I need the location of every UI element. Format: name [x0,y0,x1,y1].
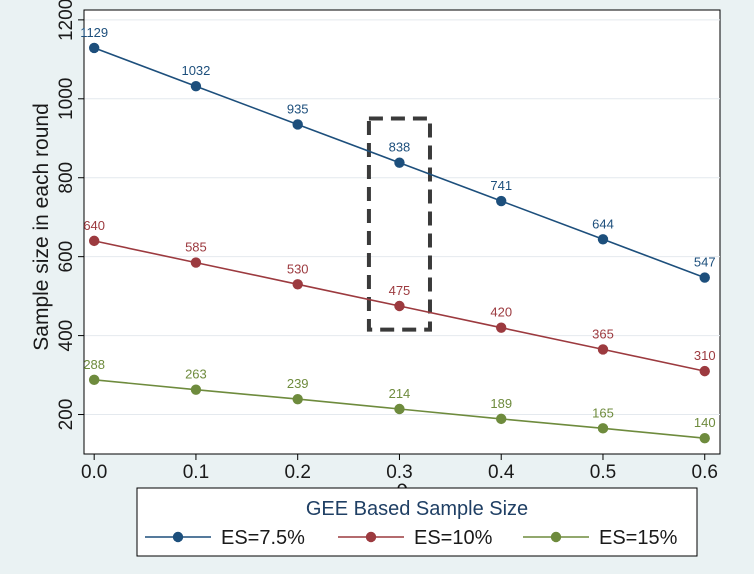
data-point [496,195,507,207]
data-label: 165 [592,405,614,420]
x-tick-label: 0.3 [386,462,412,483]
y-tick-label: 1000 [56,78,77,120]
y-tick-label: 200 [56,399,77,431]
data-label: 935 [287,101,309,116]
y-axis-title: Sample size in each round [30,103,53,350]
data-point [394,157,405,168]
data-label: 420 [490,305,512,320]
legend-entry: ES=10% [338,527,493,549]
y-tick-label: 800 [56,162,77,194]
data-label: 1032 [181,63,210,78]
highlight-box [366,116,432,332]
legend-title: GEE Based Sample Size [306,498,528,520]
axes [83,10,720,455]
data-point [394,300,405,312]
data-label: 838 [389,140,411,155]
y-tick-label: 1200 [56,0,77,41]
data-point [699,272,710,283]
data-label: 640 [83,218,105,233]
data-label: 475 [389,283,411,298]
x-tick-label: 0.6 [692,462,718,483]
data-label: 239 [287,376,309,391]
x-tick-label: 0.1 [183,462,209,483]
legend-label: ES=10% [414,527,493,549]
y-tick-label: 400 [56,320,77,352]
legend-label: ES=15% [599,527,678,549]
data-label: 585 [185,240,207,255]
data-point [88,235,100,247]
legend-label: ES=7.5% [221,527,305,549]
y-axis-ticks: 200 400 600 800 1000 1200 [56,0,84,430]
data-label: 644 [592,216,614,231]
legend-marker [550,531,562,543]
data-point [597,234,609,245]
grid-lines [84,19,720,416]
data-point [496,413,507,425]
series-3: 288 263 239 214 189 165 140 [83,357,716,444]
legend-marker [365,531,377,543]
data-label: 530 [287,261,309,276]
data-label: 741 [490,178,512,193]
series-group: 1129 1032 935 838 741 644 547 640 585 530 475 420 36… [80,25,716,444]
y-tick-label: 600 [56,241,77,273]
legend-frame [136,487,698,557]
legend-entries: ES=7.5% ES=10% ES=15% [145,527,678,549]
data-point [292,119,303,130]
data-label: 288 [83,357,105,372]
data-label: 189 [490,396,512,411]
data-point [292,393,303,405]
data-point [190,384,202,395]
x-tick-label: 0.2 [284,462,310,483]
data-label: 1129 [80,25,108,40]
data-label: 263 [185,367,207,382]
data-point [394,403,405,415]
x-axis-ticks: 0.0 0.1 0.2 0.3 0.4 0.5 0.6 [81,454,718,483]
data-label: 547 [694,255,716,270]
data-label: 214 [389,386,411,401]
legend-entry: ES=7.5% [145,527,305,549]
legend-entry: ES=15% [523,527,678,549]
data-point [88,42,100,54]
data-label: 140 [694,415,716,430]
data-point [699,365,710,377]
data-point [190,257,202,268]
x-tick-label: 0.5 [590,462,616,483]
legend-marker [172,531,184,543]
x-tick-label: 0.4 [488,462,515,483]
data-point [699,433,710,444]
data-point [597,423,609,434]
data-label: 365 [592,326,614,341]
data-point [597,344,609,355]
series-2: 640 585 530 475 420 365 310 [83,218,716,377]
data-point [496,322,507,333]
legend: GEE Based Sample Size ES=7.5% ES=10% ES=15… [136,487,698,557]
data-point [292,279,303,290]
data-label: 310 [694,348,716,363]
highlight-box-group [366,116,432,332]
data-point [88,374,100,386]
data-point [190,80,202,92]
x-tick-label: 0.0 [81,462,107,483]
series-1: 1129 1032 935 838 741 644 547 [80,25,716,283]
